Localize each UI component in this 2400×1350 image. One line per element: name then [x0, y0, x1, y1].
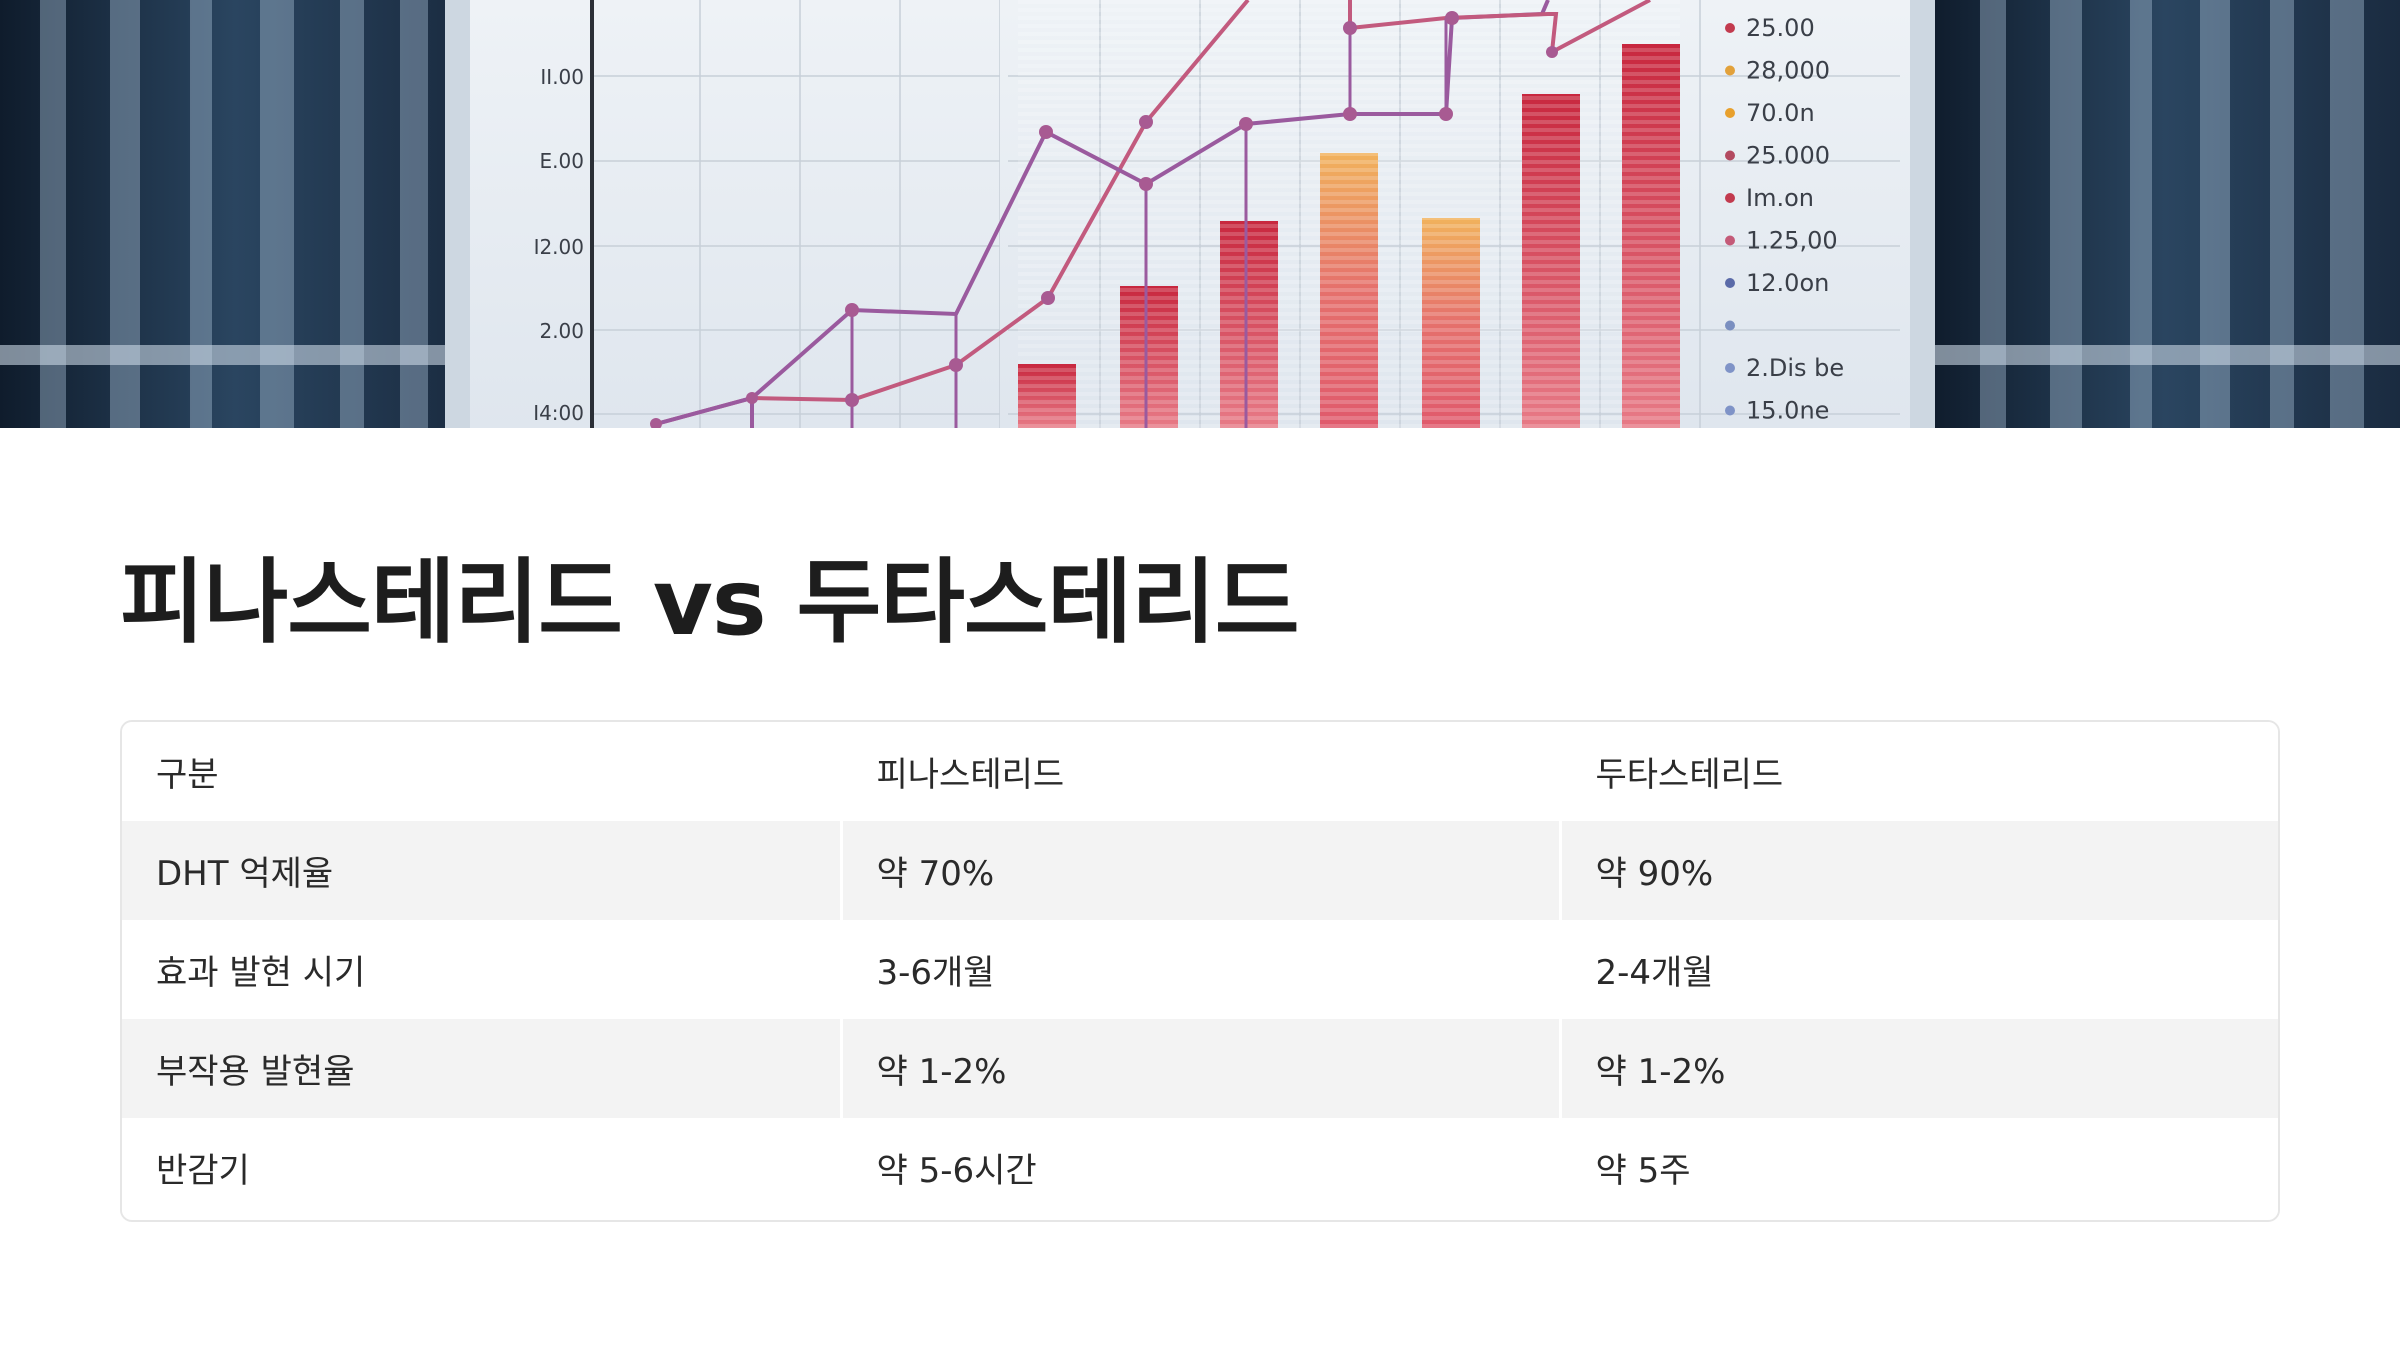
finasteride-value: 약 70%: [839, 821, 1560, 920]
legend-entry-text: 2.Dis be: [1746, 354, 1844, 382]
row-label: 부작용 발현율: [122, 1019, 841, 1118]
table-row: 효과 발현 시기 3-6개월 2-4개월: [122, 920, 2278, 1019]
legend-entry-text: 1.25,00: [1746, 227, 1838, 255]
hero-axis-label: I4:00: [533, 401, 584, 425]
legend-entry-text: 28,000: [1746, 57, 1830, 85]
hero-axis-label: 2.00: [539, 319, 584, 343]
header-dutasteride: 두타스테리드: [1558, 722, 2278, 821]
finasteride-value: 약 5-6시간: [839, 1118, 1560, 1217]
legend-entry-text: 25.00: [1746, 14, 1815, 42]
hero-banner: II.00 E.00 I2.00 2.00 I4:00 25.00 28,000 7…: [0, 0, 2400, 428]
hero-legend: 25.00 28,000 70.0n 25.000 Im.on 1.25,00 12.0on…: [1725, 14, 1844, 425]
table-row: 부작용 발현율 약 1-2% 약 1-2%: [122, 1019, 2278, 1118]
legend-entry-text: Im.on: [1746, 184, 1814, 212]
table-row: DHT 억제율 약 70% 약 90%: [122, 821, 2278, 920]
legend-bullet: [1725, 193, 1735, 203]
header-finasteride: 피나스테리드: [839, 722, 1560, 821]
dutasteride-value: 약 1-2%: [1558, 1019, 2278, 1118]
legend-bullet: [1725, 150, 1735, 161]
table-row: 반감기 약 5-6시간 약 5주: [122, 1118, 2278, 1217]
row-label: 반감기: [122, 1118, 841, 1217]
legend-bullet: [1725, 278, 1735, 288]
legend-bullet: [1725, 108, 1735, 118]
hero-axis-label: E.00: [540, 149, 584, 173]
legend-bullet: [1725, 235, 1735, 246]
legend-bullet: [1725, 405, 1735, 416]
page-title: 피나스테리드 vs 두타스테리드: [120, 549, 1299, 656]
dutasteride-value: 약 5주: [1558, 1118, 2278, 1217]
hero-axis-label: II.00: [540, 65, 584, 89]
dutasteride-value: 2-4개월: [1558, 920, 2278, 1019]
hero-axis-label: I2.00: [534, 235, 584, 259]
header-category: 구분: [122, 722, 841, 821]
legend-bullet: [1725, 23, 1735, 33]
table-header-row: 구분 피나스테리드 두타스테리드: [122, 722, 2278, 821]
legend-entry-text: 12.0on: [1746, 269, 1829, 297]
legend-entry-text: 70.0n: [1746, 99, 1815, 127]
legend-entry-text: 25.000: [1746, 142, 1830, 170]
legend-bullet: [1725, 65, 1735, 76]
legend-bullet: [1725, 363, 1735, 373]
chart-photo-illustration: II.00 E.00 I2.00 2.00 I4:00 25.00 28,000 7…: [0, 0, 2400, 428]
finasteride-value: 약 1-2%: [839, 1019, 1560, 1118]
row-label: 효과 발현 시기: [122, 920, 841, 1019]
finasteride-value: 3-6개월: [839, 920, 1560, 1019]
legend-bullet: [1725, 320, 1735, 331]
hero-y-axis-labels: II.00 E.00 I2.00 2.00 I4:00: [533, 65, 584, 425]
dutasteride-value: 약 90%: [1558, 821, 2278, 920]
comparison-table: 구분 피나스테리드 두타스테리드 DHT 억제율 약 70% 약 90% 효과 …: [120, 720, 2280, 1222]
legend-entry-text: 15.0ne: [1746, 397, 1829, 425]
row-label: DHT 억제율: [122, 821, 841, 920]
